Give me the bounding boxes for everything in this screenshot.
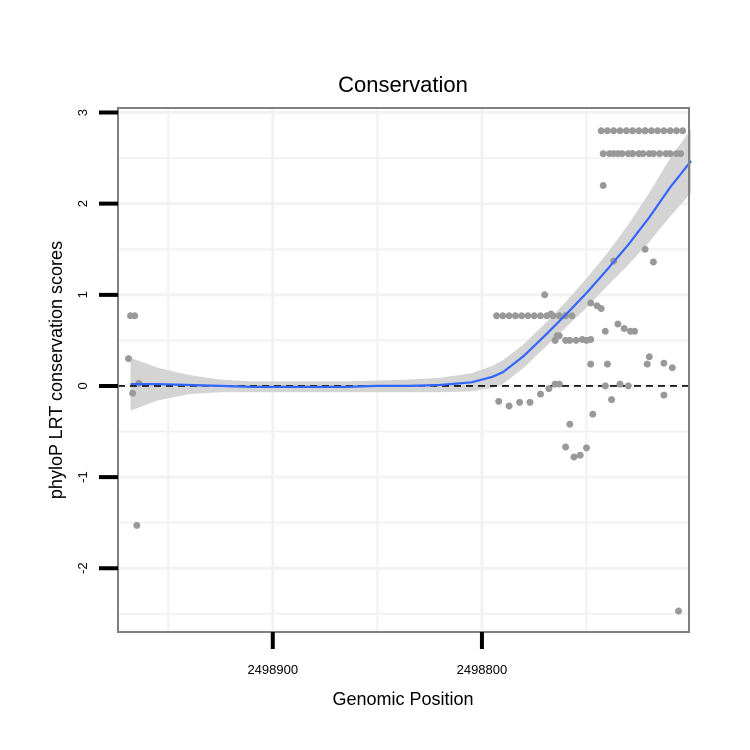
- data-point: [555, 312, 563, 320]
- data-point: [649, 258, 657, 266]
- data-point: [587, 360, 595, 368]
- x-tick-label: 2498800: [457, 662, 508, 677]
- data-point: [641, 127, 649, 135]
- data-point: [587, 336, 595, 343]
- x-axis-ticks: 2498900 2498800: [247, 632, 507, 677]
- data-point: [127, 312, 134, 320]
- data-point: [493, 312, 501, 320]
- data-point: [583, 444, 590, 452]
- data-point: [516, 398, 524, 406]
- smooth-fit-line: [130, 160, 692, 388]
- data-point: [660, 127, 668, 135]
- data-point: [495, 397, 503, 405]
- data-point: [578, 336, 586, 343]
- data-point: [601, 327, 609, 335]
- data-point: [624, 382, 632, 390]
- data-point: [566, 336, 574, 344]
- x-axis-label: Genomic Position: [332, 689, 473, 709]
- data-point: [589, 410, 597, 418]
- data-point: [601, 382, 609, 390]
- data-point: [660, 359, 668, 367]
- data-point: [643, 360, 651, 368]
- plot-panel-background: [118, 108, 689, 632]
- data-point: [654, 127, 662, 135]
- data-point: [620, 325, 628, 332]
- data-point: [570, 453, 578, 461]
- y-tick-label: 0: [75, 382, 90, 389]
- data-point: [616, 380, 624, 388]
- data-point: [129, 389, 137, 397]
- data-point: [635, 127, 643, 135]
- data-point: [524, 312, 532, 320]
- y-tick-label: 1: [75, 291, 90, 298]
- data-point: [599, 150, 607, 158]
- data-point: [656, 150, 664, 158]
- data-point: [614, 320, 622, 328]
- data-point: [505, 312, 513, 320]
- data-point: [526, 398, 534, 406]
- data-point: [530, 312, 538, 320]
- y-tick-label: -1: [75, 471, 90, 483]
- data-point: [673, 127, 680, 135]
- data-point: [660, 391, 668, 399]
- data-point: [679, 127, 687, 135]
- y-tick-label: 2: [75, 200, 90, 207]
- grid-lines: [118, 108, 689, 632]
- data-point: [645, 353, 653, 361]
- data-point: [537, 312, 544, 320]
- data-point: [551, 336, 559, 344]
- y-tick-label: -2: [75, 562, 90, 574]
- data-point: [537, 390, 544, 398]
- data-point: [599, 182, 607, 189]
- y-axis-ticks: -2 -1 0 1 2 3: [75, 109, 118, 574]
- data-point: [641, 245, 649, 253]
- data-point: [568, 312, 576, 320]
- chart-title: Conservation: [338, 72, 468, 97]
- data-point: [647, 127, 655, 135]
- data-point: [499, 312, 507, 320]
- data-point: [505, 402, 513, 410]
- data-point: [555, 380, 563, 388]
- y-tick-label: 3: [75, 109, 90, 116]
- data-point: [511, 312, 519, 320]
- data-point: [545, 385, 553, 393]
- scatter-points: [125, 127, 687, 615]
- data-point: [610, 127, 618, 135]
- data-point: [616, 127, 624, 135]
- data-point: [618, 150, 626, 158]
- data-point: [518, 312, 526, 320]
- y-axis-label: phyloP LRT conservation scores: [46, 241, 66, 499]
- data-point: [639, 150, 647, 158]
- data-point: [622, 127, 630, 135]
- data-point: [629, 150, 636, 158]
- x-tick-label: 2498900: [247, 662, 298, 677]
- plot-panel-border: [117, 107, 690, 633]
- data-point: [547, 310, 555, 318]
- data-point: [608, 396, 616, 404]
- data-point: [631, 327, 639, 335]
- data-point: [597, 127, 605, 135]
- data-point: [597, 305, 605, 312]
- data-point: [562, 443, 570, 451]
- data-point: [649, 150, 657, 158]
- confidence-band: [130, 129, 692, 411]
- smooth-line-layer: [130, 160, 692, 388]
- data-point: [629, 127, 636, 135]
- data-point: [566, 420, 574, 428]
- data-point: [576, 451, 584, 459]
- data-point: [587, 299, 595, 307]
- data-point: [133, 521, 141, 529]
- data-point: [666, 150, 674, 158]
- confidence-band-layer: [130, 129, 692, 411]
- data-point: [675, 607, 682, 615]
- data-point: [541, 291, 549, 299]
- data-point: [572, 336, 580, 344]
- data-point: [125, 355, 132, 363]
- data-point: [666, 127, 674, 135]
- data-point: [677, 150, 685, 158]
- data-point: [603, 127, 611, 135]
- data-point: [603, 360, 611, 368]
- data-point: [668, 364, 676, 372]
